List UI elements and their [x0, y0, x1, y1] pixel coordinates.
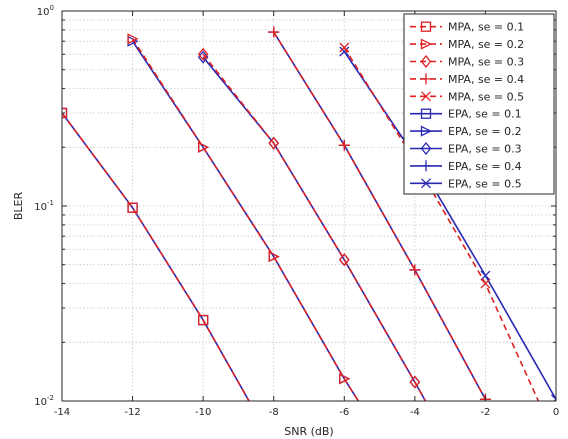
legend-item: EPA, se = 0.2	[410, 125, 522, 138]
legend-item: EPA, se = 0.4	[410, 160, 522, 173]
series-group	[62, 26, 556, 401]
legend-label: MPA, se = 0.5	[448, 90, 524, 103]
legend-item: MPA, se = 0.3	[410, 54, 524, 69]
legend-label: EPA, se = 0.3	[448, 143, 522, 156]
data-point-marker	[127, 33, 139, 45]
data-point-marker	[551, 394, 556, 401]
data-point-marker	[480, 270, 491, 281]
y-tick-label: 10-2	[34, 394, 54, 408]
data-point-marker	[409, 264, 421, 276]
data-point-marker	[127, 202, 138, 213]
legend-label: EPA, se = 0.5	[448, 177, 522, 190]
x-tick-label: 0	[553, 407, 559, 418]
legend-item: EPA, se = 0.3	[410, 141, 522, 156]
legend-item: EPA, se = 0.5	[410, 177, 522, 190]
series-line	[202, 53, 427, 401]
x-tick-label: -6	[339, 407, 349, 418]
data-point-marker	[420, 125, 432, 137]
data-point-marker	[420, 54, 432, 69]
data-point-marker	[268, 26, 280, 38]
x-tick-label: -12	[124, 407, 140, 418]
y-tick-labels: 10-2 10-1 100	[34, 4, 54, 408]
data-point-marker	[338, 139, 350, 151]
data-point-marker	[420, 141, 432, 156]
legend-label: MPA, se = 0.4	[448, 73, 524, 86]
legend-item: MPA, se = 0.1	[410, 21, 524, 34]
legend-label: MPA, se = 0.2	[448, 38, 524, 51]
series-line	[343, 51, 556, 400]
data-point-marker	[420, 73, 432, 85]
x-tick-labels: -14 -12 -10 -8 -6 -4 -2 0	[54, 407, 559, 418]
legend-label: EPA, se = 0.1	[448, 108, 522, 121]
legend-label: MPA, se = 0.1	[448, 21, 524, 34]
data-point-marker	[197, 314, 209, 326]
data-point-marker	[62, 107, 68, 119]
series-line	[131, 40, 360, 401]
data-point-marker	[339, 373, 351, 385]
legend-label: EPA, se = 0.4	[448, 160, 522, 173]
data-point-marker	[339, 46, 350, 57]
legend-item: MPA, se = 0.2	[410, 38, 524, 51]
x-tick-label: -14	[54, 407, 70, 418]
data-point-marker	[480, 278, 491, 289]
series-line	[273, 31, 487, 400]
data-point-marker	[338, 253, 350, 267]
data-point-marker	[421, 91, 431, 102]
legend-item: EPA, se = 0.1	[410, 108, 522, 121]
legend: MPA, se = 0.1 MPA, se = 0.2 MPA, se = 0.3 M…	[403, 13, 555, 195]
data-point-marker	[420, 108, 432, 119]
data-point-marker	[268, 136, 280, 150]
data-point-marker	[197, 47, 209, 61]
data-point-marker	[409, 375, 421, 389]
series-2	[127, 33, 360, 401]
x-tick-label: -8	[269, 407, 279, 418]
x-tick-label: -2	[480, 407, 490, 418]
series-line	[62, 112, 250, 401]
x-tick-label: -10	[195, 407, 211, 418]
series-3	[197, 47, 427, 401]
x-tick-label: -4	[410, 407, 420, 418]
series-line	[202, 56, 427, 401]
series-1	[62, 107, 250, 401]
legend-item: MPA, se = 0.5	[410, 90, 524, 103]
data-point-marker	[420, 38, 432, 50]
series-4	[268, 26, 491, 401]
y-axis-label: BLER	[12, 192, 25, 221]
y-tick-label: 10-1	[34, 199, 54, 213]
data-point-marker	[197, 141, 210, 153]
data-point-marker	[268, 251, 280, 263]
data-point-marker	[421, 178, 431, 189]
legend-item: MPA, se = 0.4	[410, 73, 524, 86]
data-point-marker	[420, 21, 432, 32]
series-line	[343, 47, 540, 401]
legend-label: MPA, se = 0.3	[448, 56, 524, 69]
x-axis-label: SNR (dB)	[284, 425, 333, 438]
data-point-marker	[420, 160, 432, 172]
legend-label: EPA, se = 0.2	[448, 125, 522, 138]
y-tick-label: 100	[37, 4, 54, 18]
data-point-marker	[339, 42, 350, 53]
